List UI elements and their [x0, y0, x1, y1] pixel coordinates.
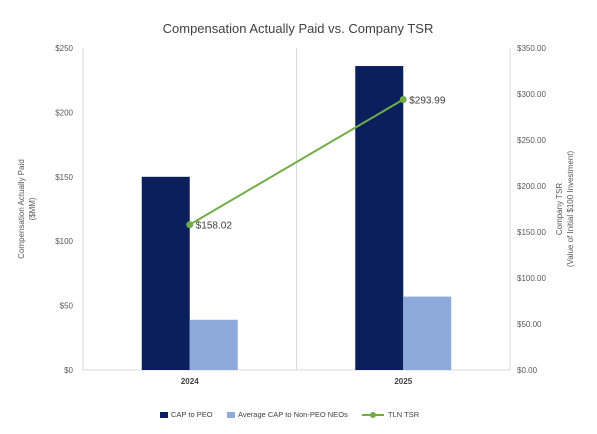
left-axis-ticks: $0 $50 $100 $150 $200 $250: [55, 44, 73, 375]
legend-label-cap-to-peo: CAP to PEO: [171, 410, 213, 419]
right-axis-title-text: Company TSR (Value of Initial $100 Invest…: [555, 150, 575, 267]
bar-cap-to-peo-2024: [141, 176, 190, 370]
right-tick-label: $350.00: [517, 44, 546, 53]
legend-label-average-cap-to-non-peo-neos: Average CAP to Non-PEO NEOs: [238, 410, 348, 419]
right-tick-label: $0.00: [517, 366, 538, 375]
right-tick-label: $200.00: [517, 182, 546, 191]
right-tick-label: $50.00: [517, 320, 542, 329]
x-tick-label-2024: 2024: [181, 377, 199, 386]
right-tick-label: $250.00: [517, 136, 546, 145]
tsr-line-group: $158.02 $293.99: [186, 96, 446, 232]
tsr-point-2025: [399, 96, 407, 104]
legend-swatch-average-cap-to-non-peo-neos: [227, 412, 235, 418]
left-tick-label: $50: [60, 302, 74, 311]
left-tick-label: $250: [55, 44, 73, 53]
left-tick-label: $100: [55, 237, 73, 246]
bar-cap-to-peo-2025: [355, 66, 404, 371]
legend-swatch-cap-to-peo: [160, 412, 168, 418]
tsr-data-label-2024: $158.02: [196, 221, 233, 232]
tsr-line: [189, 98, 404, 226]
left-tick-label: $200: [55, 108, 73, 117]
right-axis-title-line: Company TSR: [555, 183, 564, 236]
x-tick-label-2025: 2025: [394, 377, 412, 386]
tsr-data-label-2025: $293.99: [409, 96, 446, 107]
left-axis-title: Compensation Actually Paid ($MM): [17, 159, 37, 259]
right-axis-title: Company TSR (Value of Initial $100 Invest…: [555, 150, 575, 267]
bar-average-cap-to-non-peo-neos-2024: [189, 319, 238, 370]
category-labels: 2024 2025: [181, 377, 413, 386]
right-axis-ticks: $0.00 $50.00 $100.00 $150.00 $200.00 $250.00 $…: [517, 44, 546, 375]
bars-group: [141, 66, 452, 371]
chart-title: Compensation Actually Paid vs. Company T…: [163, 21, 434, 36]
left-axis-title-line: ($MM): [28, 197, 37, 220]
legend-marker-tsr: [370, 412, 376, 418]
right-tick-label: $300.00: [517, 90, 546, 99]
left-axis-title-text: Compensation Actually Paid ($MM): [17, 159, 37, 259]
right-tick-label: $150.00: [517, 228, 546, 237]
left-axis-title-line: Compensation Actually Paid: [17, 159, 26, 259]
tsr-point-2024: [186, 221, 194, 229]
bar-average-cap-to-non-peo-neos-2025: [403, 296, 452, 370]
legend-label-tsr: TLN TSR: [388, 410, 420, 419]
left-tick-label: $0: [64, 366, 73, 375]
left-tick-label: $150: [55, 173, 73, 182]
right-axis-title-line: (Value of Initial $100 Investment): [566, 150, 575, 267]
legend: CAP to PEO Average CAP to Non-PEO NEOs TLN…: [160, 410, 420, 419]
right-tick-label: $100.00: [517, 274, 546, 283]
